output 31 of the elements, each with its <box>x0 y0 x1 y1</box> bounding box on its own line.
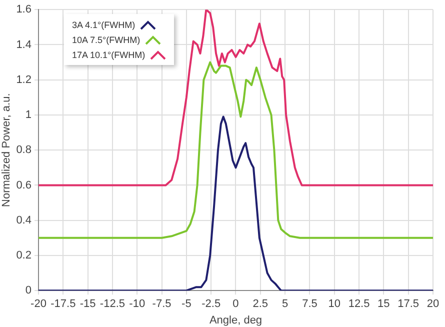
x-tick-label: 20 <box>426 298 440 310</box>
y-tick-label: 0.6 <box>16 179 32 192</box>
y-tick-label: 0 <box>25 284 32 297</box>
y-tick-label: 1.2 <box>16 74 32 86</box>
y-tick-label: 1.4 <box>16 38 32 51</box>
x-tick-label: 0 <box>232 298 239 310</box>
y-tick-label: 1 <box>25 109 32 122</box>
y-tick-label: 0.2 <box>16 250 32 262</box>
y-tick-label: 0.8 <box>16 144 32 156</box>
y-axis-title: Normalized Power, a.u. <box>0 93 13 207</box>
x-tick-label: -12.5 <box>100 298 125 310</box>
x-tick-label: 7.5 <box>302 298 318 310</box>
x-tick-label: 5 <box>282 298 288 310</box>
x-tick-label: 2.5 <box>252 298 268 310</box>
legend-label: 10A 7.5°(FWHM) <box>72 34 140 44</box>
legend-label: 17A 10.1°(FWHM) <box>72 50 146 60</box>
x-tick-label: 17.5 <box>398 298 420 310</box>
x-tick-label: -15 <box>80 298 96 310</box>
x-tick-label: -17.5 <box>50 298 76 310</box>
y-tick-label: 0.4 <box>16 214 32 226</box>
x-tick-label: 10 <box>328 298 340 310</box>
x-axis-title: Angle, deg <box>209 314 262 326</box>
x-tick-label: 15 <box>378 298 390 310</box>
x-tick-label: 12.5 <box>348 298 370 310</box>
x-tick-label: -7.5 <box>152 298 172 310</box>
legend-label: 3A 4.1°(FWHM) <box>72 20 136 30</box>
x-tick-label: -2.5 <box>202 298 221 310</box>
x-tick-label: -5 <box>182 298 192 310</box>
x-tick-label: -10 <box>129 298 146 310</box>
y-tick-label: 1.6 <box>16 4 32 16</box>
x-tick-label: -20 <box>30 298 46 310</box>
